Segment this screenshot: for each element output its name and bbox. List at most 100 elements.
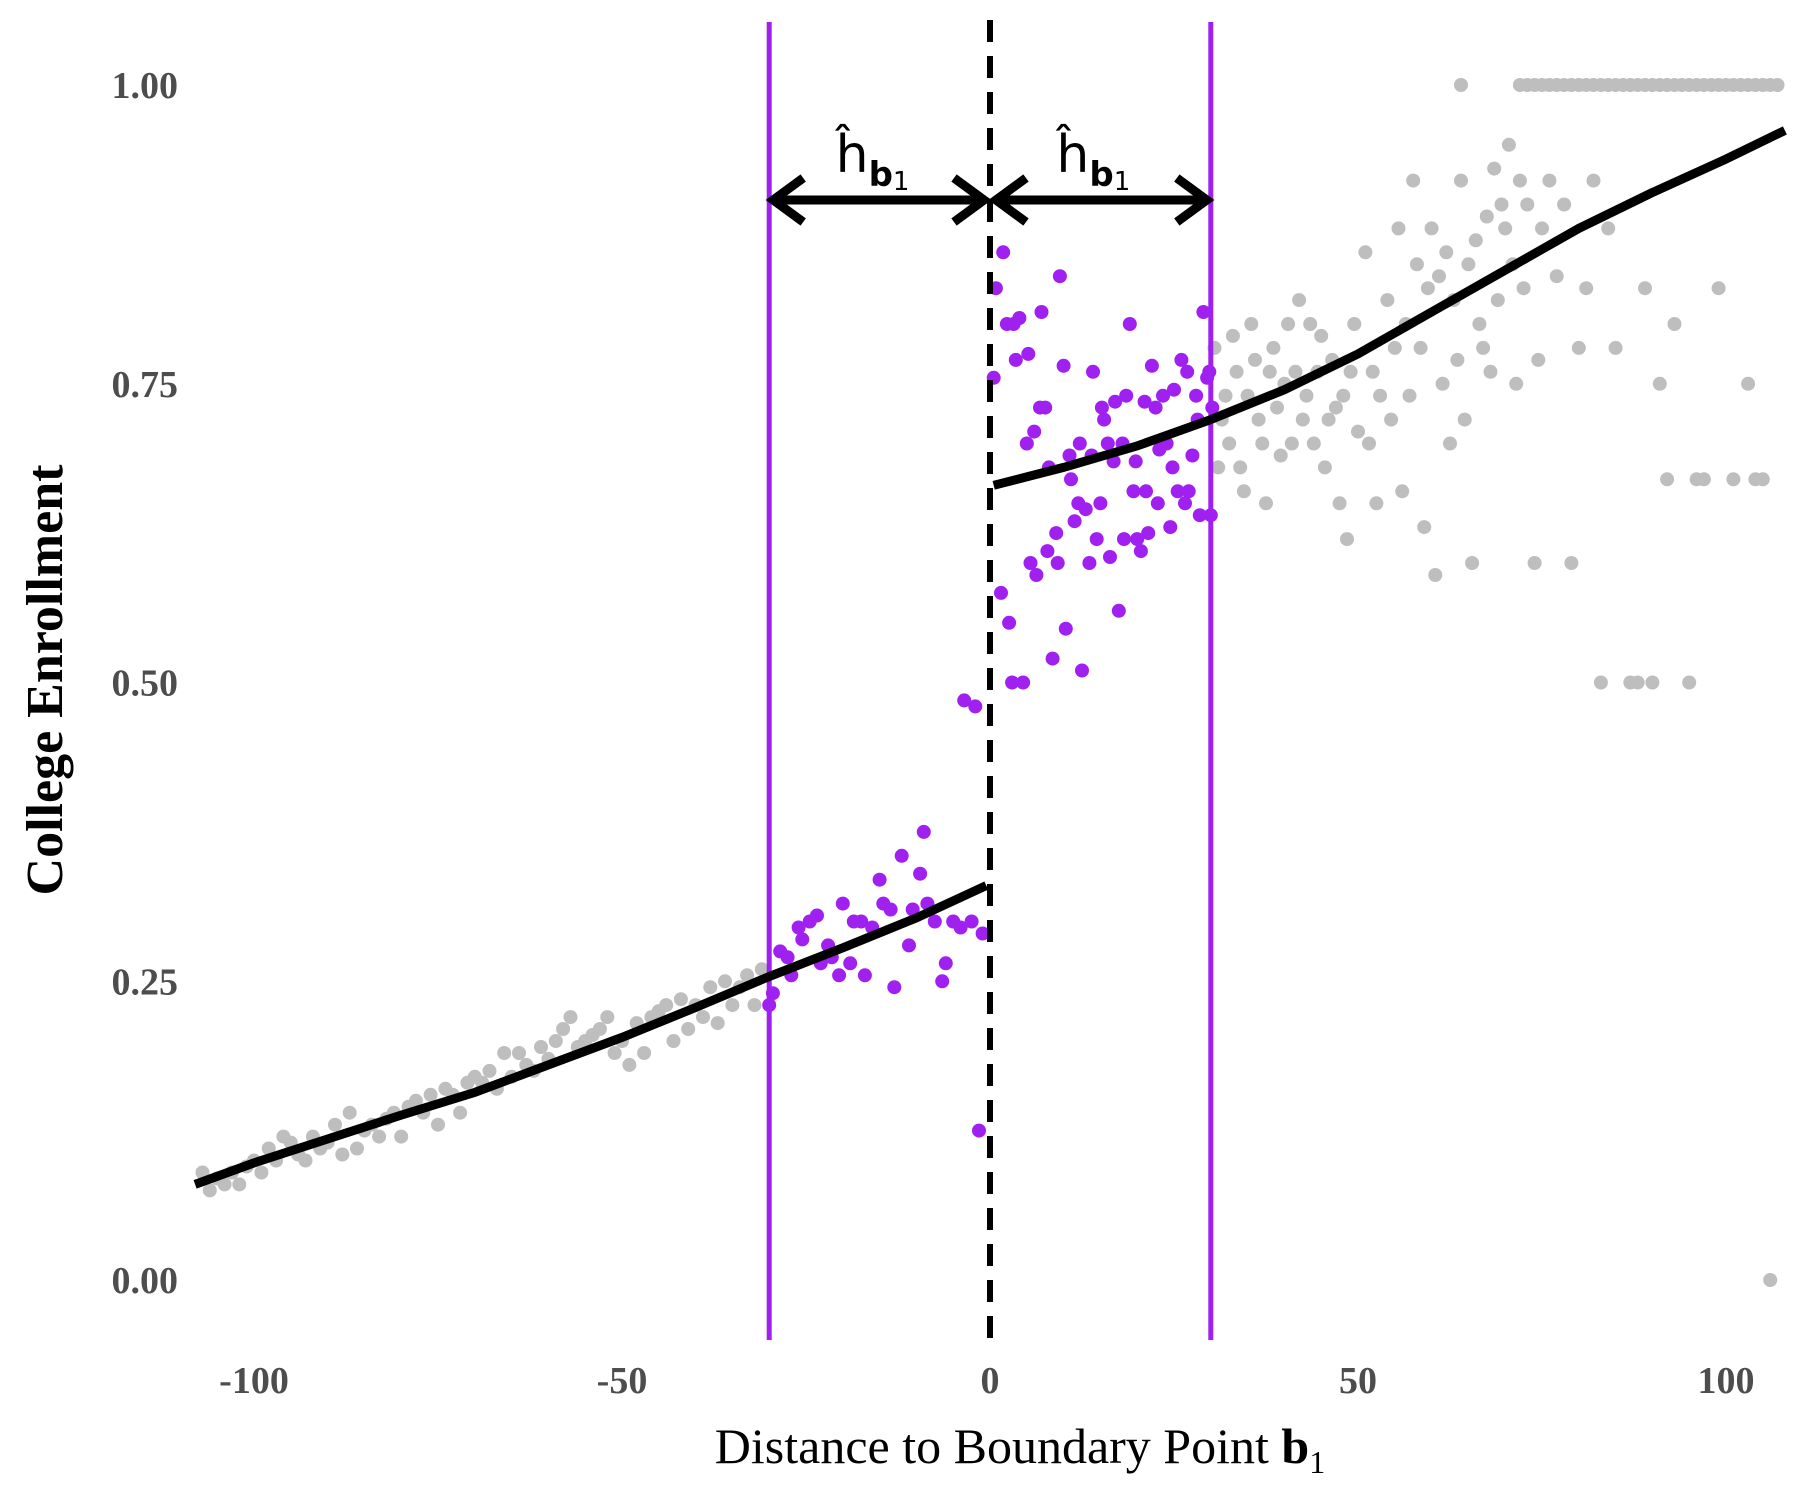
- scatter-point-outside: [681, 1022, 696, 1036]
- scatter-point-outside: [1516, 281, 1531, 296]
- scatter-point-outside: [1645, 675, 1660, 690]
- scatter-point-outside: [431, 1117, 445, 1132]
- scatter-point-outside: [1501, 137, 1516, 152]
- bandwidth-arrow-right-tail: [988, 174, 1029, 226]
- scatter-point-inside: [843, 956, 858, 971]
- scatter-point-outside: [1270, 400, 1284, 415]
- scatter-point-inside: [1119, 388, 1134, 403]
- scatter-point-outside: [342, 1105, 357, 1120]
- scatter-point-inside: [887, 980, 902, 995]
- scatter-point-inside: [1174, 352, 1189, 367]
- scatter-point-inside: [791, 920, 806, 935]
- scatter-point-inside: [1156, 388, 1170, 403]
- scatter-point-outside: [1755, 472, 1770, 487]
- scatter-point-outside: [1682, 675, 1697, 690]
- scatter-point-outside: [1443, 436, 1457, 451]
- scatter-point-outside: [1284, 436, 1299, 451]
- scatter-point-outside: [1770, 78, 1785, 92]
- scatter-point-inside: [1016, 675, 1031, 690]
- scatter-point-outside: [1340, 532, 1354, 547]
- scatter-point-inside: [1150, 496, 1165, 511]
- scatter-point-outside: [1549, 269, 1564, 284]
- scatter-point-outside: [328, 1117, 342, 1132]
- scatter-point-inside: [1141, 526, 1156, 541]
- scatter-point-inside: [872, 872, 887, 887]
- scatter-point-inside: [938, 956, 953, 971]
- scatter-point-outside: [1535, 221, 1549, 236]
- scatter-point-inside: [902, 938, 916, 953]
- scatter-point-inside: [1128, 454, 1143, 469]
- scatter-point-outside: [1512, 173, 1527, 188]
- scatter-point-outside: [453, 1105, 468, 1120]
- scatter-point-outside: [1454, 78, 1468, 92]
- scatter-point-outside: [556, 1022, 571, 1036]
- bandwidth-label-right: ĥb1: [1055, 124, 1130, 197]
- scatter-point-inside: [968, 699, 983, 714]
- scatter-point-outside: [1251, 412, 1266, 427]
- scatter-point-inside: [1072, 436, 1087, 451]
- scatter-point-outside: [1593, 675, 1608, 690]
- scatter-point-outside: [408, 1093, 423, 1108]
- scatter-point-inside: [780, 950, 795, 965]
- annotation-layer: ĥb1 ĥb1: [765, 124, 1215, 226]
- scatter-point-outside: [1557, 197, 1572, 212]
- scatter-point-outside: [497, 1046, 512, 1060]
- scatter-point-outside: [1413, 340, 1428, 355]
- scatter-point-outside: [1292, 293, 1307, 308]
- scatter-point-outside: [1306, 436, 1321, 451]
- scatter-point-outside: [696, 1010, 710, 1025]
- scatter-point-inside: [1180, 364, 1195, 379]
- scatter-point-outside: [1608, 340, 1623, 355]
- scatter-point-inside: [1040, 544, 1055, 559]
- scatter-point-outside: [1450, 352, 1465, 367]
- scatter-point-outside: [1317, 460, 1332, 475]
- scatter-point-inside: [1064, 472, 1078, 487]
- scatter-point-inside: [1196, 305, 1211, 319]
- x-tick-label: -100: [219, 1360, 289, 1402]
- scatter-point-outside: [747, 998, 762, 1013]
- scatter-point-inside: [1103, 550, 1117, 564]
- scatter-point-outside: [754, 962, 769, 977]
- scatter-point-outside: [1498, 221, 1513, 236]
- scatter-point-outside: [1391, 221, 1406, 236]
- scatter-point-inside: [1005, 675, 1020, 690]
- scatter-point-inside: [810, 908, 824, 923]
- scatter-point-outside: [1601, 221, 1616, 236]
- scatter-point-inside: [935, 974, 950, 989]
- scatter-point-outside: [1248, 352, 1262, 367]
- y-tick-label: 0.75: [112, 364, 179, 406]
- scatter-point-outside: [1365, 364, 1380, 379]
- scatter-point-inside: [832, 968, 847, 983]
- bandwidth-arrow-right-head: [1174, 174, 1215, 226]
- scatter-point-outside: [254, 1165, 269, 1180]
- scatter-point-outside: [1468, 233, 1483, 248]
- scatter-point-outside: [1417, 520, 1432, 535]
- scatter-point-outside: [1660, 472, 1675, 487]
- scatter-point-outside: [217, 1177, 232, 1192]
- scatter-point-inside: [795, 932, 810, 947]
- scatter-point-inside: [1111, 603, 1126, 618]
- scatter-point-outside: [1281, 317, 1296, 331]
- scatter-point-outside: [1314, 328, 1329, 343]
- scatter-point-inside: [854, 914, 869, 929]
- scatter-point-outside: [1420, 281, 1435, 296]
- scatter-point-outside: [1472, 317, 1487, 331]
- scatter-point-inside: [1006, 317, 1021, 331]
- scatter-point-outside: [1494, 197, 1509, 212]
- scatter-point-outside: [1630, 675, 1645, 690]
- scatter-point-outside: [1259, 496, 1273, 511]
- scatter-point-inside: [1075, 663, 1089, 678]
- scatter-point-outside: [1288, 364, 1303, 379]
- scatter-point-inside: [1052, 269, 1067, 284]
- scatter-point-outside: [1362, 436, 1376, 451]
- scatter-point-inside: [1192, 508, 1207, 523]
- scatter-point-outside: [482, 1063, 497, 1078]
- scatter-point-inside: [975, 926, 990, 941]
- scatter-point-outside: [1564, 556, 1579, 570]
- scatter-point-outside: [1332, 496, 1347, 511]
- scatter-point-inside: [1165, 460, 1180, 475]
- scatter-point-outside: [1461, 257, 1476, 272]
- scatter-point-outside: [563, 1010, 578, 1025]
- scatter-point-inside: [1167, 382, 1181, 397]
- scatter-point-inside: [1008, 352, 1023, 367]
